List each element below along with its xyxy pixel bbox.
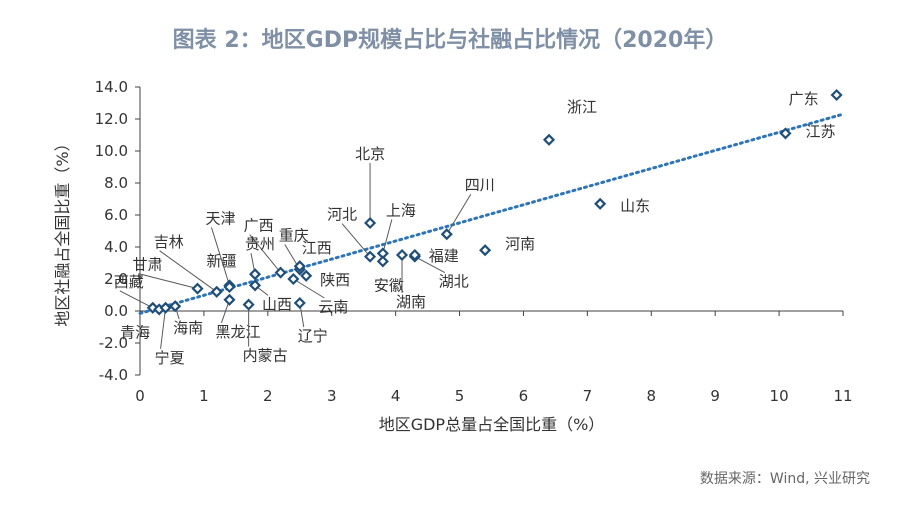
point-label: 重庆 xyxy=(279,226,309,244)
point-label: 河北 xyxy=(327,206,357,224)
x-tick-label: 4 xyxy=(391,387,401,405)
data-point xyxy=(242,298,255,311)
data-point xyxy=(274,266,287,279)
point-label: 黑龙江 xyxy=(215,323,260,341)
data-point xyxy=(376,255,389,268)
y-tick-label: 0.0 xyxy=(104,302,128,320)
data-point xyxy=(300,269,313,282)
point-label: 河南 xyxy=(505,235,535,253)
point-label: 西藏 xyxy=(114,273,144,291)
leader-line xyxy=(341,223,371,257)
data-point xyxy=(408,248,421,262)
y-tick-label: 6.0 xyxy=(104,206,128,224)
point-label: 海南 xyxy=(173,319,203,337)
y-tick-label: 14.0 xyxy=(95,78,128,96)
source-note: 数据来源：Wind, 兴业研究 xyxy=(699,471,870,487)
leader-line xyxy=(249,234,281,273)
y-tick-label: -4.0 xyxy=(99,366,128,384)
y-tick-label: 10.0 xyxy=(95,142,128,160)
point-label: 湖南 xyxy=(396,293,426,311)
point-label: 陕西 xyxy=(320,271,350,289)
leader-line xyxy=(138,273,198,290)
data-point xyxy=(191,282,204,295)
point-label: 江苏 xyxy=(805,122,835,140)
point-label: 江西 xyxy=(302,239,332,257)
point-label: 青海 xyxy=(120,323,150,341)
data-point xyxy=(223,280,236,294)
x-axis-title: 地区GDP总量占全国比重（%） xyxy=(379,415,605,434)
data-point xyxy=(830,88,843,102)
leader-line xyxy=(210,227,230,286)
leader-line xyxy=(293,278,325,299)
y-tick-label: 4.0 xyxy=(104,238,128,256)
data-point xyxy=(169,300,182,313)
x-tick-label: 1 xyxy=(199,387,209,405)
y-tick-label: 2.0 xyxy=(104,270,128,288)
data-point xyxy=(542,133,556,146)
leader-line xyxy=(382,219,393,254)
point-label: 云南 xyxy=(318,298,348,316)
data-point xyxy=(395,248,409,262)
x-tick-label: 7 xyxy=(583,387,593,405)
data-point xyxy=(287,272,300,286)
leader-line xyxy=(414,256,446,274)
data-point xyxy=(248,279,262,292)
point-label: 辽宁 xyxy=(298,327,328,345)
data-point xyxy=(159,301,172,314)
point-label: 内蒙古 xyxy=(243,347,288,365)
data-point xyxy=(293,296,306,310)
point-label: 广西 xyxy=(244,217,274,235)
x-tick-label: 3 xyxy=(327,387,337,405)
point-label: 浙江 xyxy=(567,98,597,116)
leader-line xyxy=(446,193,472,235)
data-point xyxy=(223,293,236,306)
point-label: 湖北 xyxy=(439,273,469,291)
x-tick-label: 11 xyxy=(833,387,852,405)
x-tick-label: 10 xyxy=(770,387,789,405)
point-label: 贵州 xyxy=(245,235,275,253)
point-label: 安徽 xyxy=(374,276,404,294)
point-label: 四川 xyxy=(465,176,495,194)
point-label: 甘肃 xyxy=(133,256,163,274)
point-label: 天津 xyxy=(205,209,235,227)
leader-line xyxy=(159,250,217,293)
x-tick-label: 8 xyxy=(646,387,656,405)
chart-title: 图表 2：地区GDP规模占比与社融占比情况（2020年） xyxy=(172,28,728,53)
x-tick-label: 5 xyxy=(455,387,465,405)
data-point xyxy=(594,197,607,210)
point-label: 北京 xyxy=(355,145,385,163)
x-tick-label: 6 xyxy=(519,387,529,405)
point-label: 山西 xyxy=(262,295,292,313)
data-point xyxy=(440,228,453,241)
y-tick-label: -2.0 xyxy=(99,334,128,352)
trendline xyxy=(138,112,845,315)
x-tick-label: 0 xyxy=(135,387,145,405)
y-axis-title: 地区社融占全国比重（%） xyxy=(53,135,72,326)
y-tick-label: 8.0 xyxy=(104,174,128,192)
point-label: 吉林 xyxy=(154,233,184,251)
point-label: 福建 xyxy=(429,247,459,265)
x-tick-label: 9 xyxy=(710,387,720,405)
x-tick-label: 2 xyxy=(263,387,273,405)
leader-line xyxy=(119,290,154,309)
data-point xyxy=(364,216,377,230)
data-point xyxy=(146,301,159,314)
point-label: 广东 xyxy=(789,90,819,108)
point-label: 宁夏 xyxy=(155,349,185,367)
data-point xyxy=(293,260,306,273)
point-label: 新疆 xyxy=(206,252,236,270)
leader-line xyxy=(160,307,167,349)
data-point xyxy=(779,127,792,140)
data-point xyxy=(248,268,262,281)
data-point xyxy=(479,244,492,257)
data-point xyxy=(364,250,377,263)
data-point xyxy=(210,285,223,298)
y-tick-label: 12.0 xyxy=(95,110,128,128)
point-label: 上海 xyxy=(386,201,416,219)
point-label: 山东 xyxy=(620,197,650,215)
